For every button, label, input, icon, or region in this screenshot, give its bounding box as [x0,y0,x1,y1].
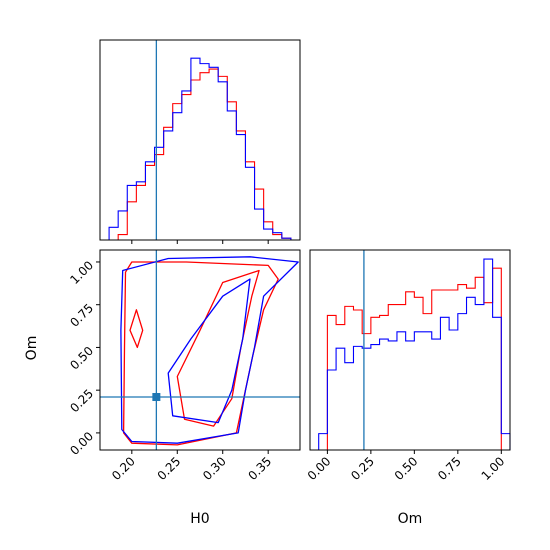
y-tick-label: 0.00 [67,429,96,458]
axes-frame [309,249,511,451]
histogram-series-1 [108,57,300,241]
y-tick-label: 0.75 [67,301,96,330]
x-axis-label-om: Om [398,511,423,527]
y-tick-label: 1.00 [67,258,96,287]
x-tick-label: 0.50 [392,454,421,483]
h0-om-contour-panel: 0.20 0.25 0.30 0.35 0.00 0.25 0.50 0.75 1.00 [67,249,301,483]
histogram-series-0 [109,68,300,241]
x-tick-label: 0.25 [155,454,184,483]
h0-histogram-panel [99,39,301,244]
y-tick-label: 0.25 [67,386,96,415]
axes-frame [99,249,301,451]
contour-series-0-level-0 [122,261,279,446]
contour-series-1-level-0 [120,256,299,444]
contour-series-0-level-1 [176,269,260,427]
contour-series-0-level-2 [129,309,144,349]
histogram-series-0 [318,267,510,451]
histogram-series-1 [318,258,511,450]
x-axis-label-h0: H0 [190,511,209,527]
contour-series-1-level-1 [167,278,251,424]
x-tick-label: 0.75 [435,454,464,483]
x-tick-label: 0.00 [305,454,334,483]
x-tick-label: 1.00 [479,454,508,483]
axes-frame [99,39,301,241]
truth-point-marker [152,393,161,402]
y-tick-label: 0.50 [67,344,96,373]
x-tick-label: 0.35 [246,454,275,483]
y-axis-label-om: Om [24,336,40,361]
x-tick-label: 0.20 [109,454,138,483]
x-tick-label: 0.30 [200,454,229,483]
om-histogram-panel: 0.00 0.25 0.50 0.75 1.00 [305,249,511,483]
x-tick-label: 0.25 [348,454,377,483]
